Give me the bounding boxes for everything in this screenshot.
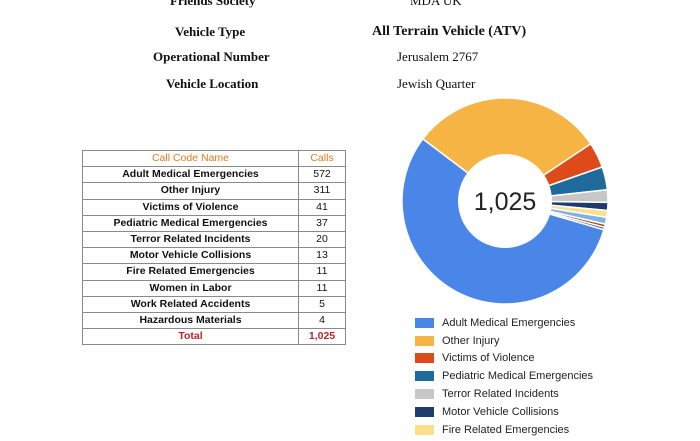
total-label-cell: Total [82, 328, 299, 346]
table-row: Pediatric Medical Emergencies 37 [82, 214, 346, 232]
legend-item: Motor Vehicle Collisions [415, 403, 593, 421]
legend-label: Other Injury [442, 334, 500, 347]
legend-item: Victims of Violence [415, 350, 593, 368]
table-row: Fire Related Emergencies 11 [82, 263, 346, 281]
legend-label: Fire Related Emergencies [442, 423, 570, 436]
table-row: Victims of Violence 41 [82, 198, 346, 216]
calls-count-cell: 572 [298, 166, 346, 184]
legend-swatch [415, 335, 434, 346]
table-row: Work Related Accidents 5 [82, 295, 346, 313]
chart-legend: Adult Medical Emergencies Other Injury Vic… [415, 314, 593, 439]
call-code-name-cell: Fire Related Emergencies [82, 263, 299, 281]
legend-item: Other Injury [415, 332, 593, 350]
calls-count-cell: 11 [298, 263, 346, 281]
table-row: Motor Vehicle Collisions 13 [82, 247, 346, 265]
call-code-name-cell: Motor Vehicle Collisions [82, 247, 299, 265]
legend-swatch [415, 317, 434, 328]
info-label-vehicle-type: Vehicle Type [175, 24, 246, 39]
call-code-name-cell: Hazardous Materials [82, 311, 299, 330]
table-header-row: Call Code Name Calls [82, 149, 346, 168]
call-code-name-cell: Work Related Accidents [82, 295, 299, 313]
table-row: Women in Labor 11 [82, 279, 346, 297]
calls-count-cell: 5 [298, 295, 346, 313]
info-value-vehicle-location: Jewish Quarter [397, 76, 476, 91]
legend-label: Motor Vehicle Collisions [442, 405, 559, 418]
legend-swatch [415, 424, 434, 435]
legend-swatch [415, 406, 434, 417]
call-code-name-cell: Terror Related Incidents [82, 230, 299, 249]
call-code-name-cell: Women in Labor [82, 279, 299, 297]
legend-label: Victims of Violence [442, 352, 535, 365]
legend-swatch [415, 371, 434, 382]
call-code-name-cell: Victims of Violence [82, 198, 299, 216]
legend-item: Pediatric Medical Emergencies [415, 367, 593, 385]
table-row: Hazardous Materials 4 [82, 311, 346, 330]
table-row: Terror Related Incidents 20 [82, 230, 346, 249]
legend-item: Terror Related Incidents [415, 385, 593, 403]
legend-label: Terror Related Incidents [442, 388, 559, 401]
info-value-vehicle-type: All Terrain Vehicle (ATV) [372, 24, 527, 39]
donut-hole [458, 154, 552, 248]
pie-center-total-label: 1,025 [474, 188, 537, 216]
calls-count-cell: 11 [298, 279, 346, 297]
header-calls: Calls [298, 149, 346, 168]
calls-pie-chart: 1,025 [401, 97, 609, 305]
legend-swatch [415, 353, 434, 364]
calls-count-cell: 4 [298, 311, 346, 330]
legend-swatch [415, 389, 434, 400]
call-code-name-cell: Pediatric Medical Emergencies [82, 214, 299, 232]
info-label-friends-society: Friends Society [170, 0, 256, 8]
legend-item: Fire Related Emergencies [415, 421, 593, 439]
info-value-friends-society: MDA UK [410, 0, 462, 8]
info-value-operational-number: Jerusalem 2767 [397, 49, 479, 64]
legend-label: Adult Medical Emergencies [442, 316, 576, 329]
legend-item: Adult Medical Emergencies [415, 314, 593, 332]
calls-table: Call Code Name Calls Adult Medical Emerg… [82, 149, 346, 346]
calls-count-cell: 41 [298, 198, 346, 216]
calls-count-cell: 13 [298, 247, 346, 265]
calls-count-cell: 37 [298, 214, 346, 232]
pie-slice-other-injury [421, 97, 592, 202]
table-row: Other Injury 311 [82, 182, 346, 200]
table-row: Adult Medical Emergencies 572 [82, 166, 346, 184]
header-call-code-name: Call Code Name [82, 149, 299, 168]
table-total-row: Total 1,025 [82, 328, 346, 346]
info-label-vehicle-location: Vehicle Location [166, 76, 259, 91]
info-label-operational-number: Operational Number [153, 49, 270, 64]
total-value-cell: 1,025 [298, 328, 346, 346]
calls-count-cell: 311 [298, 182, 346, 200]
calls-count-cell: 20 [298, 230, 346, 249]
legend-label: Pediatric Medical Emergencies [442, 370, 594, 383]
call-code-name-cell: Adult Medical Emergencies [82, 166, 299, 184]
call-code-name-cell: Other Injury [82, 182, 299, 200]
table-body: Adult Medical Emergencies 572 Other Injury… [82, 166, 346, 346]
